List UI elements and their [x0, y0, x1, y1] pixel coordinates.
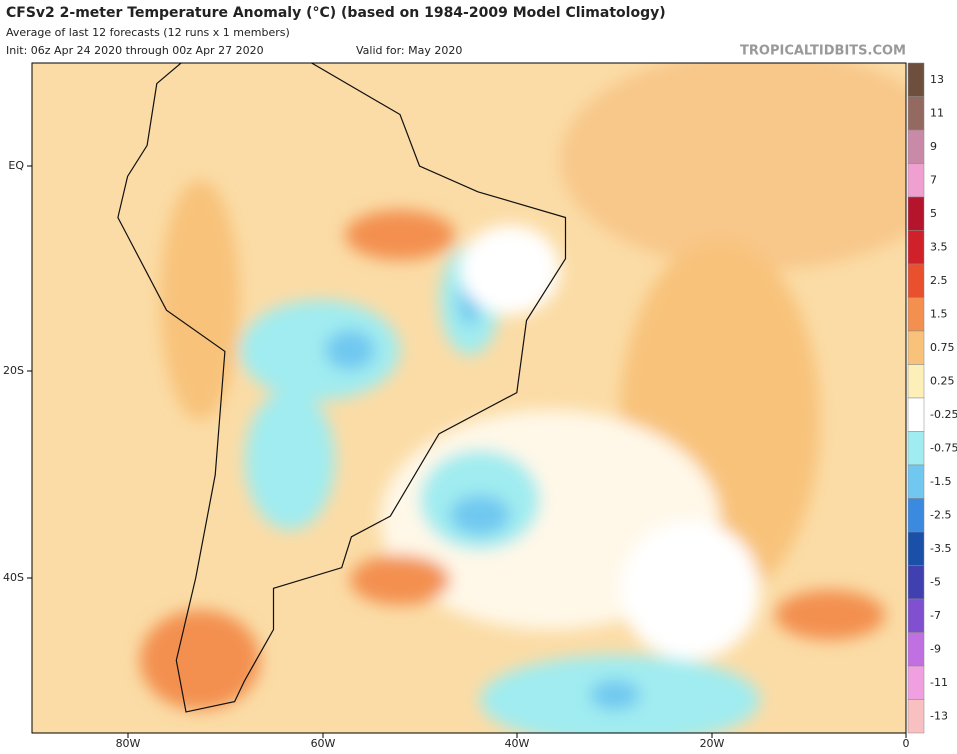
- colorbar-label: -0.75: [930, 441, 957, 454]
- colorbar-box: [907, 665, 925, 700]
- colorbar-box: [907, 397, 925, 432]
- colorbar-box: [907, 230, 925, 265]
- colorbar-label: 11: [930, 106, 944, 119]
- colorbar-label: -1.5: [930, 475, 951, 488]
- colorbar-box: [907, 196, 925, 231]
- colorbar-label: 2.5: [930, 274, 948, 287]
- colorbar-label: 13: [930, 73, 944, 86]
- colorbar-label: -3.5: [930, 542, 951, 555]
- coastline: [117, 63, 567, 713]
- init: Init: 06z Apr 24 2020 through 00z Apr 27…: [6, 44, 264, 57]
- lat-label: EQ: [8, 159, 24, 172]
- lon-label: 0: [903, 737, 910, 750]
- colorbar-label: -7: [930, 609, 941, 622]
- lat-label: 40S: [3, 571, 24, 584]
- colorbar-label: -9: [930, 642, 941, 655]
- colorbar-box: [907, 498, 925, 533]
- colorbar-box: [907, 263, 925, 298]
- colorbar-box: [907, 163, 925, 198]
- subtitle: Average of last 12 forecasts (12 runs x …: [6, 26, 290, 39]
- colorbar-box: [907, 364, 925, 399]
- colorbar-box: [907, 531, 925, 566]
- map-frame: [31, 62, 907, 734]
- lat-label: 20S: [3, 364, 24, 377]
- colorbar-label: -0.25: [930, 408, 957, 421]
- map: [32, 63, 906, 733]
- colorbar-label: 1.5: [930, 307, 948, 320]
- colorbar-label: -5: [930, 575, 941, 588]
- colorbar-box: [907, 297, 925, 332]
- colorbar-box: [907, 129, 925, 164]
- colorbar-box: [907, 699, 925, 734]
- valid: Valid for: May 2020: [356, 44, 462, 57]
- colorbar-box: [907, 330, 925, 365]
- colorbar-box: [907, 632, 925, 667]
- colorbar-box: [907, 431, 925, 466]
- colorbar-box: [907, 62, 925, 97]
- lon-label: 20W: [700, 737, 725, 750]
- lon-label: 40W: [505, 737, 530, 750]
- colorbar-box: [907, 96, 925, 131]
- title: CFSv2 2-meter Temperature Anomaly (°C) (…: [6, 5, 666, 21]
- colorbar-label: 7: [930, 173, 937, 186]
- colorbar-label: 3.5: [930, 240, 948, 253]
- colorbar-label: 0.75: [930, 341, 955, 354]
- colorbar-label: -13: [930, 709, 948, 722]
- watermark: TROPICALTIDBITS.COM: [740, 44, 906, 59]
- colorbar-label: -11: [930, 676, 948, 689]
- lon-label: 80W: [116, 737, 141, 750]
- colorbar-box: [907, 464, 925, 499]
- colorbar-label: 0.25: [930, 374, 955, 387]
- colorbar-box: [907, 565, 925, 600]
- colorbar-box: [907, 598, 925, 633]
- anomaly-field: [140, 63, 906, 733]
- colorbar-label: 9: [930, 140, 937, 153]
- lon-label: 60W: [311, 737, 336, 750]
- colorbar-label: -2.5: [930, 508, 951, 521]
- colorbar-label: 5: [930, 207, 937, 220]
